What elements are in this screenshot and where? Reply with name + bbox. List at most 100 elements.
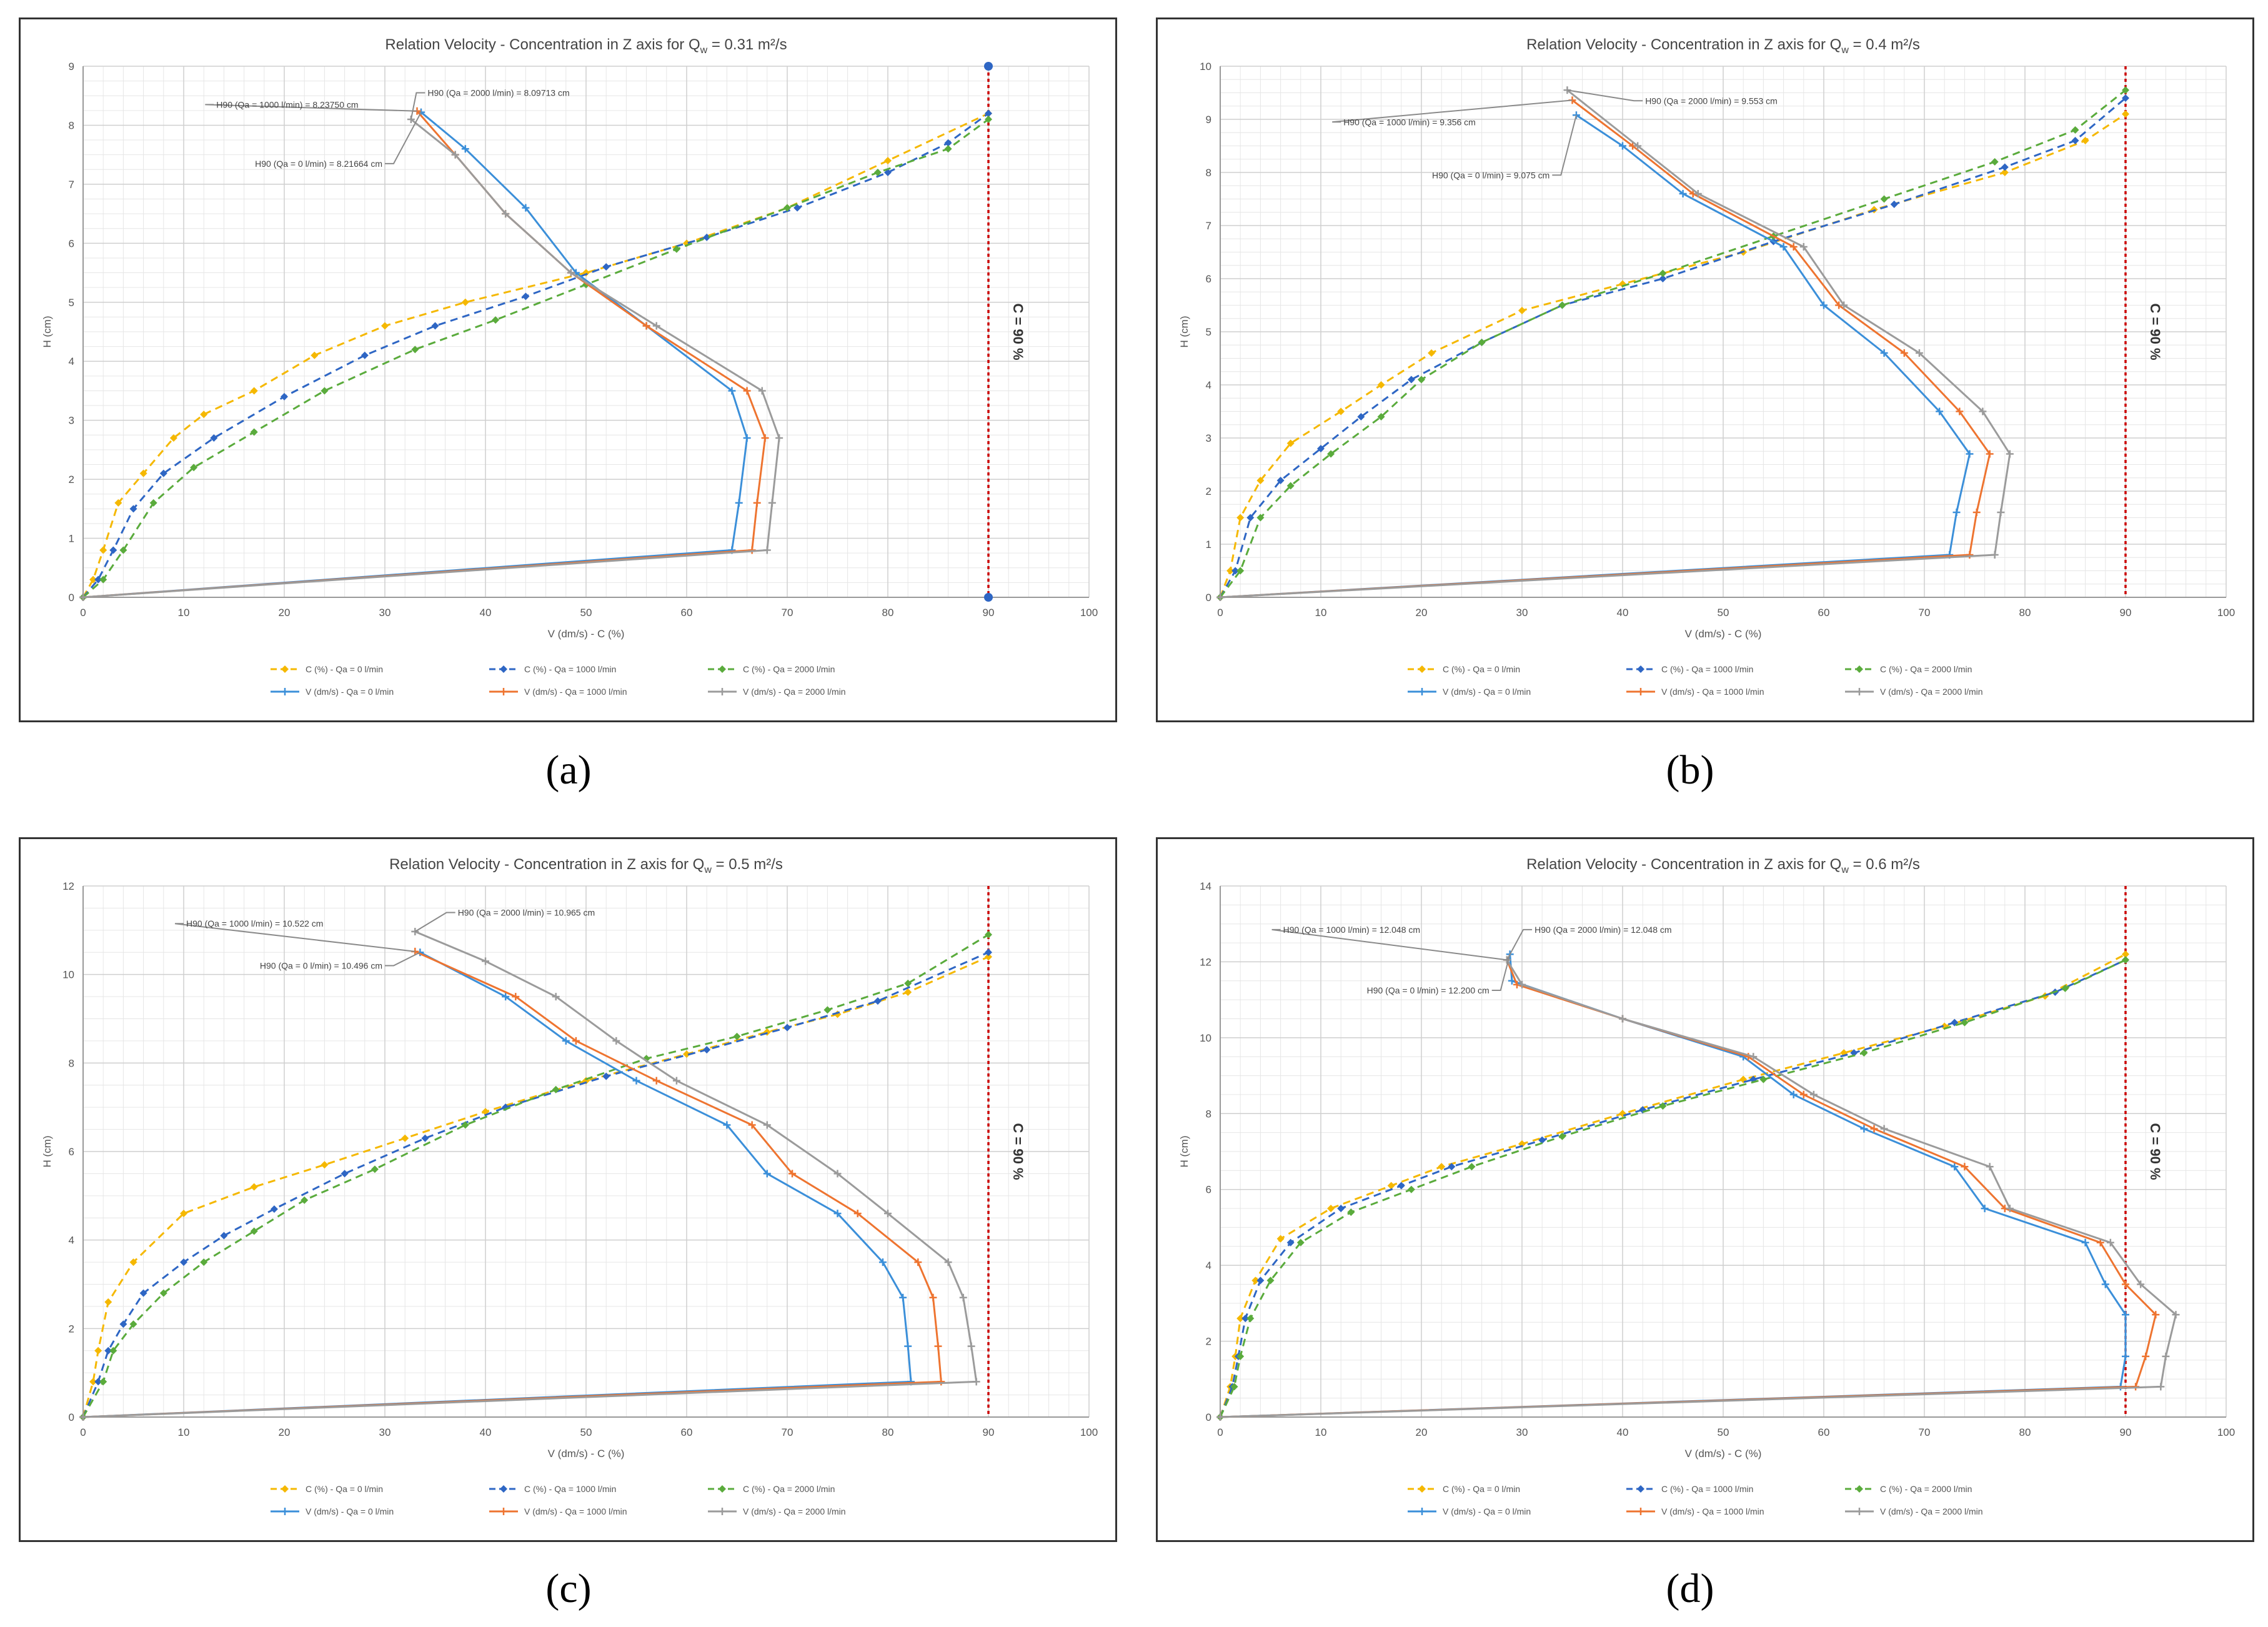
chart-3-x-tick-label: 80 [2019,1426,2031,1438]
chart-0-series-5-point [652,322,660,330]
chart-0-x-tick-label: 50 [580,607,592,619]
chart-0-series-1-point [985,109,992,117]
chart-3-y-tick-label: 4 [1206,1260,1211,1271]
chart-1-series-3-point [1966,450,1974,458]
chart-2-series-1-point [873,997,882,1005]
chart-3-series-2-point [1246,1315,1255,1323]
chart-3-series-5-point [2137,1280,2145,1288]
chart-2-series-4-point [929,1293,937,1301]
chart-1-legend-label-3: V (dm/s) - Qa = 0 l/min [1443,687,1531,697]
chart-2-legend-label-1: C (%) - Qa = 1000 l/min [524,1484,616,1494]
chart-0-series-2-point [321,387,329,395]
chart-0-legend-label-4: V (dm/s) - Qa = 1000 l/min [524,687,627,697]
chart-3-series-2-point [1860,1049,1868,1057]
chart-1-series-1-point [1357,413,1365,420]
chart-2-x-tick-label: 100 [1080,1426,1098,1438]
chart-3-series-5-point [1518,980,1526,988]
chart-1-series-1-point [1231,567,1240,575]
chart-1-series-3-point [1619,142,1626,150]
chart-0-series-0-point [381,322,389,330]
chart-0-series-1-point [210,434,218,442]
chart-0-series-0-point [169,434,177,442]
chart-2-series-4-point [934,1342,942,1350]
chart-1-series-0-point [2081,137,2089,144]
chart-0-annotation-0-leader [205,104,417,112]
chart-3-series-0-point [1236,1315,1245,1323]
chart-1-series-0-point [1256,477,1265,484]
chart-0-series-1-point [602,263,610,271]
chart-2-y-tick-label: 2 [69,1323,74,1335]
chart-2-series-3-point [763,1170,771,1178]
chart-2-x-tick-label: 50 [580,1426,592,1438]
chart-0-annotation-1: H90 (Qa = 2000 l/min) = 8.09713 cm [427,88,569,98]
chart-1-series-0-point [1377,381,1385,389]
chart-0-series-5-point [775,434,783,442]
chart-3-series-4 [1216,956,2160,1421]
chart-3-grid [1220,885,2227,1418]
chart-0-series-0-point [884,157,892,165]
chart-2-series-5-point [552,993,560,1001]
chart-1-annotation-0-leader [1332,99,1573,123]
chart-1-legend-label-2: C (%) - Qa = 2000 l/min [1880,664,1972,674]
chart-0-series-5-point [451,151,459,159]
chart-2-x-tick-label: 80 [882,1426,894,1438]
chart-0-x-tick-label: 30 [379,607,391,619]
chart-1-x-tick-label: 50 [1718,607,1729,619]
chart-2-annotation-1: H90 (Qa = 2000 l/min) = 10.965 cm [458,908,595,918]
chart-2-title-main: Relation Velocity - Concentration in Z a… [389,856,704,873]
chart-2-series-4-point [512,993,520,1001]
chart-2-x-tick-label: 70 [782,1426,793,1438]
chart-1-x-axis-title: V (dm/s) - C (%) [1685,628,1762,640]
chart-panel-c: Relation Velocity - Concentration in Z a… [19,837,1117,1542]
chart-3-legend-label-1: C (%) - Qa = 1000 l/min [1661,1484,1753,1494]
chart-1-series-2-point [1558,301,1566,309]
chart-0-x-tick-label: 0 [80,607,86,619]
chart-0-series-3-point [743,434,751,442]
chart-0-series-1-point [109,546,117,554]
chart-3-series-2-point [1347,1208,1355,1217]
chart-0-legend-label-3: V (dm/s) - Qa = 0 l/min [306,687,394,697]
chart-3-series-4-point [1799,1090,1808,1098]
chart-1-y-axis-title: H (cm) [1178,316,1190,348]
chart-3-series-5-point [2006,1205,2014,1213]
chart-2-series-2 [79,930,992,1421]
chart-0-y-tick-label: 0 [69,592,74,604]
chart-1-x-tick-label: 0 [1217,607,1223,619]
chart-1-legend-label-5: V (dm/s) - Qa = 2000 l/min [1880,687,1983,697]
chart-0-annotation-1-leader [410,92,425,120]
chart-1-series-5-point [2006,450,2014,458]
chart-2-series-2-point [301,1196,309,1204]
chart-0-series-5-point [763,546,771,554]
chart-1-series-2-point [1991,158,1999,166]
chart-2-series-3-point [904,1342,912,1350]
chart-2-legend-label-3: V (dm/s) - Qa = 0 l/min [306,1506,394,1516]
chart-0-series-5-point [768,499,776,507]
chart-2-x-tick-label: 10 [178,1426,190,1438]
chart-panel-a: Relation Velocity - Concentration in Z a… [19,17,1117,722]
chart-2-series-0-point [401,1134,409,1142]
chart-2-legend-label-2: C (%) - Qa = 2000 l/min [743,1484,835,1494]
chart-3-y-tick-label: 8 [1206,1108,1211,1120]
chart-0-series-1-point [129,505,137,513]
chart-1-series-5-point [1997,509,2005,516]
chart-2-series-4-point [788,1170,797,1178]
chart-3-annotation-0: H90 (Qa = 1000 l/min) = 12.048 cm [1283,925,1420,935]
chart-0-series-1-point [944,139,952,147]
chart-2-series-5-point [763,1121,771,1129]
chart-1-series-3-point [1936,407,1944,415]
chart-3-x-tick-label: 50 [1718,1426,1729,1438]
chart-3-series-3 [1216,950,2129,1421]
chart-0-x-tick-label: 90 [983,607,995,619]
chart-3-series-0-point [1438,1163,1446,1171]
chart-1-series-4-point [1956,407,1964,415]
chart-2-title-sub: w [704,865,712,875]
chart-2-series-1-point [119,1320,127,1328]
chart-3-series-0-line [1219,953,2126,1418]
caption-a: (a) [545,747,592,793]
chart-0-title: Relation Velocity - Concentration in Z a… [385,36,787,56]
chart-1-title-tail: = 0.4 m²/s [1849,36,1920,53]
chart-0-title-main: Relation Velocity - Concentration in Z a… [385,36,700,53]
chart-0-x-tick-label: 60 [681,607,693,619]
chart-2-series-1-point [180,1258,187,1266]
chart-2-series-1-point [270,1205,278,1213]
